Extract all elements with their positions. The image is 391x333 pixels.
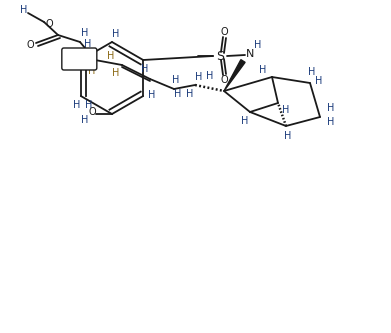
Text: H: H: [73, 100, 81, 110]
Text: O: O: [220, 75, 228, 85]
Text: H: H: [174, 89, 182, 99]
Text: H: H: [149, 90, 156, 100]
Text: H: H: [81, 115, 89, 125]
Text: H: H: [284, 131, 292, 141]
FancyBboxPatch shape: [62, 48, 97, 70]
Text: H: H: [241, 116, 249, 126]
Text: H: H: [327, 103, 335, 113]
Text: H: H: [206, 71, 214, 81]
Text: H: H: [327, 117, 335, 127]
Text: H: H: [88, 66, 96, 76]
Text: H: H: [308, 67, 316, 77]
Text: H: H: [85, 100, 93, 110]
Text: O: O: [45, 19, 53, 29]
Text: N: N: [246, 49, 254, 59]
Text: H: H: [112, 68, 120, 78]
Text: O: O: [26, 40, 34, 50]
Text: H: H: [20, 5, 28, 15]
Text: S: S: [216, 50, 224, 63]
Text: H: H: [107, 51, 115, 61]
Text: Abs: Abs: [70, 54, 88, 64]
Text: O: O: [220, 27, 228, 37]
Text: H: H: [187, 89, 194, 99]
Text: H: H: [84, 39, 91, 49]
Text: H: H: [141, 64, 149, 74]
Text: H: H: [315, 76, 323, 86]
Text: H: H: [259, 65, 267, 75]
Text: H: H: [282, 105, 290, 115]
Text: H: H: [112, 29, 120, 39]
Polygon shape: [224, 60, 245, 91]
Text: H: H: [172, 75, 180, 85]
Text: O: O: [88, 107, 96, 117]
Text: H: H: [196, 72, 203, 82]
Text: H: H: [81, 28, 89, 38]
Text: H: H: [254, 40, 262, 50]
Text: H: H: [80, 58, 88, 68]
